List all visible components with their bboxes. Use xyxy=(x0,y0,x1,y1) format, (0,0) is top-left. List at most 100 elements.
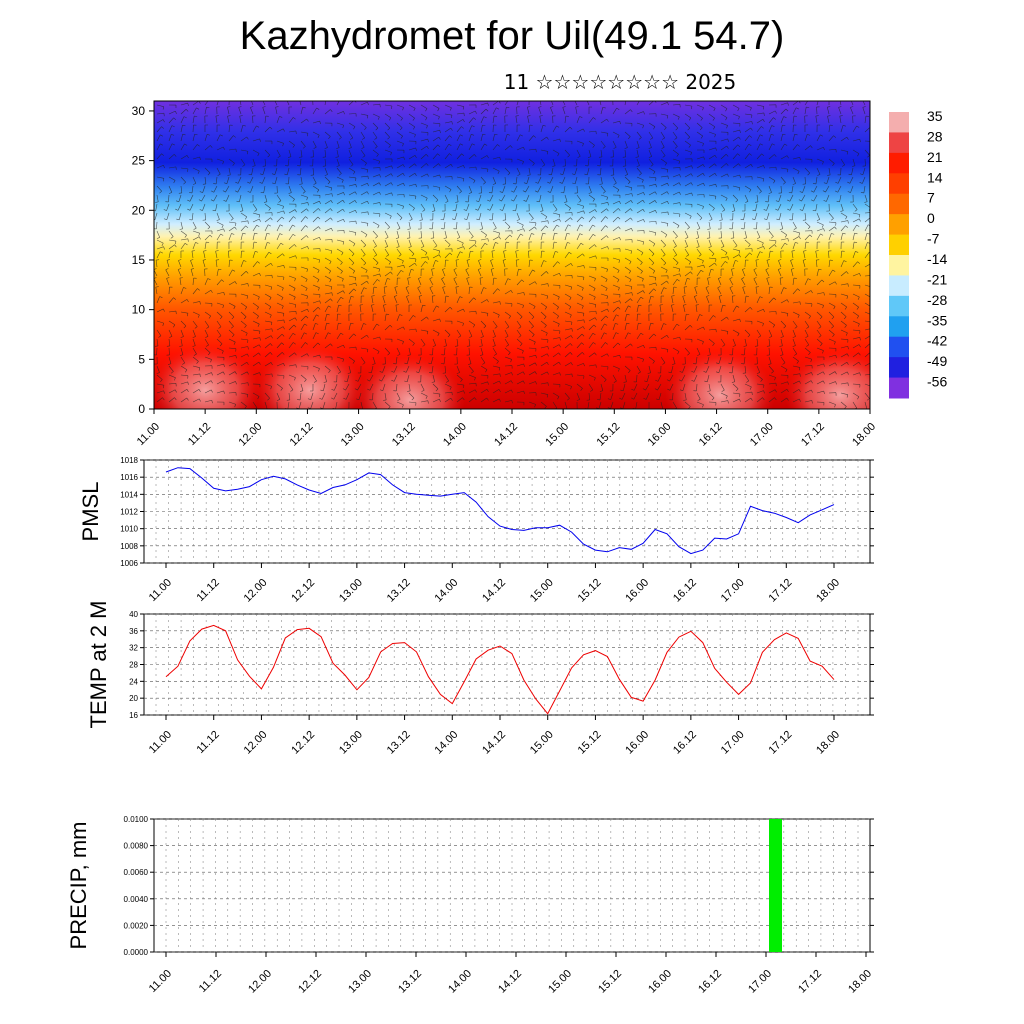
wind-barb xyxy=(648,266,655,272)
wind-barb xyxy=(624,140,628,148)
wind-barb-flag xyxy=(644,380,648,383)
wind-barb xyxy=(696,104,704,108)
wind-barb-flag xyxy=(367,183,369,187)
wind-barb xyxy=(540,250,542,259)
wind-barb xyxy=(672,323,678,331)
wind-barb-flag xyxy=(493,353,497,356)
wind-barb xyxy=(192,311,200,316)
wind-barb xyxy=(192,116,195,124)
wind-barb xyxy=(576,363,584,367)
wind-barb xyxy=(455,260,458,268)
wind-barb xyxy=(180,299,188,304)
wind-barb xyxy=(384,131,390,138)
wind-barb xyxy=(156,374,163,380)
wind-barb-flag xyxy=(786,155,789,159)
wind-barb-flag xyxy=(292,144,295,148)
wind-barb-flag xyxy=(418,295,423,297)
wind-barb-flag xyxy=(439,318,441,322)
wind-barb xyxy=(707,278,710,286)
wind-barb-flag xyxy=(499,380,501,384)
wind-barb-flag xyxy=(691,379,695,382)
wind-barb-flag xyxy=(421,246,425,248)
wind-barb-flag xyxy=(460,379,463,382)
wind-barb xyxy=(684,212,692,217)
wind-barb-flag xyxy=(429,286,433,289)
wind-barb xyxy=(372,131,378,138)
wind-barb xyxy=(732,203,736,211)
wind-barb xyxy=(588,149,592,157)
wind-barb-flag xyxy=(542,164,546,167)
wind-barb-flag xyxy=(522,380,525,384)
wind-barb xyxy=(564,352,571,358)
wind-barb xyxy=(276,284,284,289)
wind-barb-flag xyxy=(640,296,644,300)
x-tick-label: 11.12 xyxy=(186,421,213,448)
wind-barb-flag xyxy=(725,395,728,399)
wind-barb xyxy=(204,278,208,286)
wind-barb-flag xyxy=(435,199,439,203)
wind-barb xyxy=(732,347,734,356)
wind-barb-flag xyxy=(542,232,546,235)
wind-barb xyxy=(204,134,208,142)
wind-barb-flag xyxy=(583,319,585,323)
wind-barb xyxy=(636,230,645,232)
wind-barb-flag xyxy=(688,261,692,265)
wind-barb-flag xyxy=(531,326,534,329)
wind-barb xyxy=(492,398,500,403)
wind-barb-flag xyxy=(606,353,609,357)
wind-barb-flag xyxy=(703,264,705,268)
wind-barb xyxy=(324,292,332,295)
wind-barb xyxy=(864,224,869,232)
wind-barb-flag xyxy=(627,332,631,335)
wind-barb xyxy=(780,176,786,183)
wind-barb-flag xyxy=(456,372,460,374)
y-tick-label: 20 xyxy=(129,694,138,703)
precip-panel: 0.00000.00200.00400.00600.00800.010011.0… xyxy=(66,815,874,996)
wind-barb xyxy=(276,342,282,349)
wind-barb xyxy=(456,390,464,394)
wind-barb xyxy=(156,383,164,386)
wind-barb-flag xyxy=(856,125,860,128)
wind-barb-flag xyxy=(535,181,539,184)
wind-barb xyxy=(756,251,761,259)
wind-barb-flag xyxy=(628,370,631,374)
colorbar-label: 28 xyxy=(927,128,943,144)
wind-barb-flag xyxy=(688,406,691,409)
wind-barb xyxy=(192,221,197,229)
wind-barb xyxy=(624,101,627,106)
wind-barb xyxy=(528,125,531,133)
wind-barb-flag xyxy=(222,305,224,309)
wind-barb xyxy=(156,365,160,373)
wind-barb xyxy=(180,397,187,403)
wind-barb xyxy=(744,252,750,259)
wind-barb-flag xyxy=(623,381,627,383)
wind-barb-flag xyxy=(244,406,247,409)
wind-barb xyxy=(156,185,162,192)
wind-barb-flag xyxy=(284,173,288,176)
wind-barb xyxy=(526,194,530,202)
wind-barb xyxy=(204,399,212,403)
wind-barb xyxy=(540,158,546,166)
wind-barb-flag xyxy=(864,201,868,203)
wind-barb xyxy=(204,356,212,360)
wind-barb-flag xyxy=(554,232,558,235)
wind-barb-flag xyxy=(199,301,201,305)
wind-barb xyxy=(527,116,530,124)
wind-barb xyxy=(396,156,404,160)
wind-barb-flag xyxy=(484,234,487,238)
wind-barb-flag xyxy=(282,206,284,210)
wind-barb xyxy=(204,107,207,115)
wind-barb xyxy=(576,140,584,144)
wind-barb-flag xyxy=(342,125,344,129)
wind-barb-flag xyxy=(782,133,786,136)
wind-barb xyxy=(155,287,158,295)
wind-barb-flag xyxy=(482,124,486,127)
wind-barb xyxy=(191,185,194,193)
wind-barb-flag xyxy=(714,134,716,138)
wind-barb xyxy=(395,305,398,313)
wind-barb xyxy=(672,239,677,247)
wind-barb-flag xyxy=(593,324,597,328)
wind-barb-flag xyxy=(822,161,824,165)
wind-barb-flag xyxy=(643,111,645,115)
wind-barb xyxy=(348,356,355,362)
